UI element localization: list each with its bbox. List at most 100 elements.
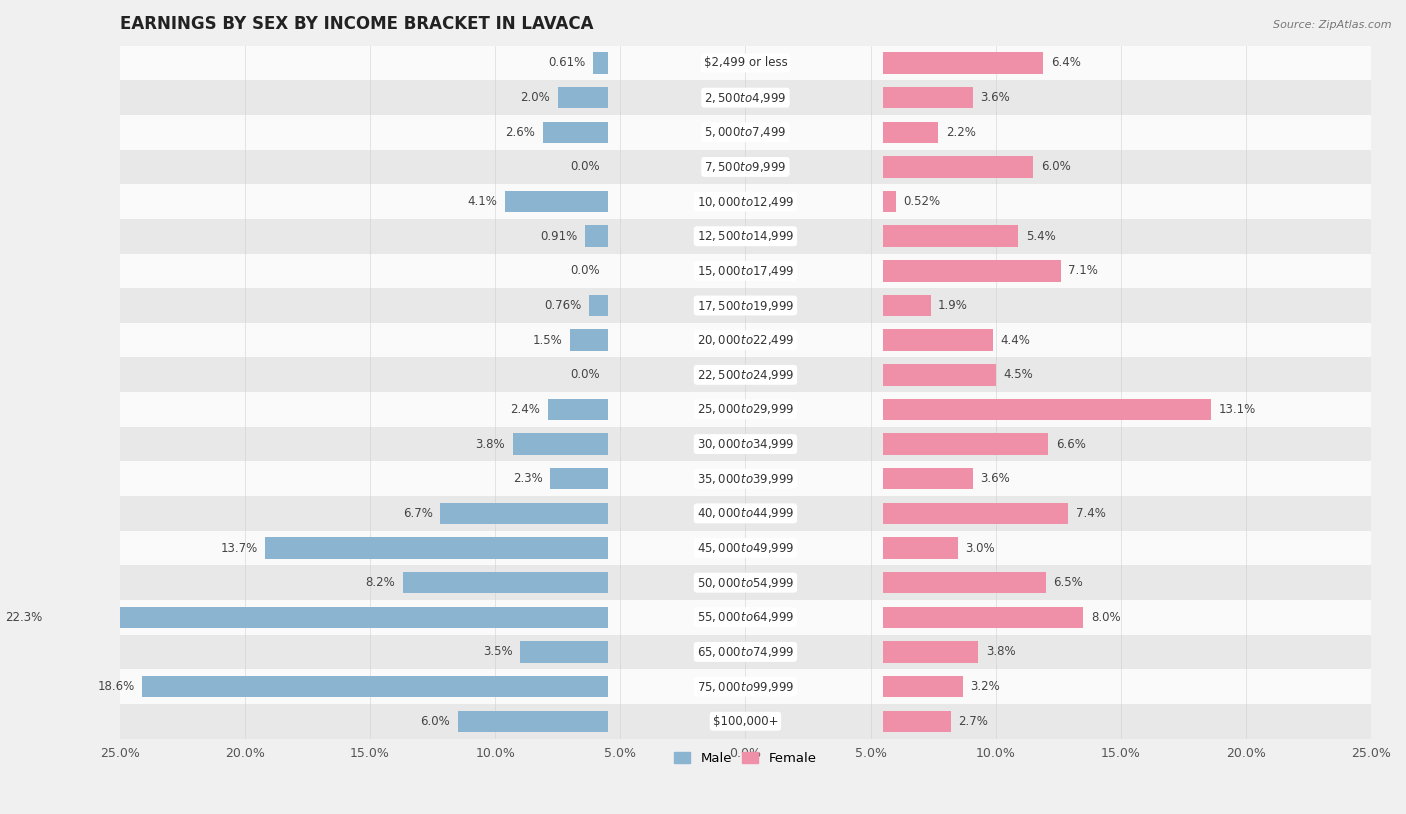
- Text: 7.1%: 7.1%: [1069, 265, 1098, 278]
- Text: 8.0%: 8.0%: [1091, 610, 1121, 624]
- Text: 3.5%: 3.5%: [484, 646, 513, 659]
- Text: 6.0%: 6.0%: [1040, 160, 1070, 173]
- Bar: [571, 330, 607, 351]
- Bar: [543, 121, 607, 143]
- Bar: [883, 260, 1060, 282]
- Text: $7,500 to $9,999: $7,500 to $9,999: [704, 160, 787, 174]
- Bar: [592, 52, 607, 74]
- Bar: [883, 156, 1033, 177]
- Text: 8.2%: 8.2%: [366, 576, 395, 589]
- Text: $75,000 to $99,999: $75,000 to $99,999: [697, 680, 794, 694]
- Bar: [883, 190, 896, 212]
- Bar: [120, 323, 1371, 357]
- Text: 2.0%: 2.0%: [520, 91, 550, 104]
- Text: 0.76%: 0.76%: [544, 299, 581, 312]
- Text: 0.61%: 0.61%: [548, 56, 585, 69]
- Bar: [883, 399, 1211, 420]
- Bar: [120, 427, 1371, 462]
- Text: 13.7%: 13.7%: [221, 541, 257, 554]
- Text: 2.4%: 2.4%: [510, 403, 540, 416]
- Bar: [264, 537, 607, 558]
- Bar: [558, 87, 607, 108]
- Bar: [883, 711, 950, 732]
- Bar: [883, 121, 938, 143]
- Text: $15,000 to $17,499: $15,000 to $17,499: [697, 264, 794, 278]
- Text: 22.3%: 22.3%: [6, 610, 42, 624]
- Text: 3.8%: 3.8%: [475, 438, 505, 451]
- Bar: [142, 676, 607, 698]
- Bar: [883, 537, 957, 558]
- Text: 2.6%: 2.6%: [505, 126, 536, 138]
- Bar: [505, 190, 607, 212]
- Bar: [49, 606, 607, 628]
- Bar: [120, 81, 1371, 115]
- Bar: [883, 364, 995, 386]
- Bar: [883, 225, 1018, 247]
- Text: $55,000 to $64,999: $55,000 to $64,999: [697, 610, 794, 624]
- Text: $2,500 to $4,999: $2,500 to $4,999: [704, 90, 787, 105]
- Text: 5.4%: 5.4%: [1026, 230, 1056, 243]
- Bar: [120, 46, 1371, 81]
- Text: 1.9%: 1.9%: [938, 299, 967, 312]
- Bar: [589, 295, 607, 317]
- Text: 13.1%: 13.1%: [1219, 403, 1256, 416]
- Bar: [120, 115, 1371, 150]
- Text: $35,000 to $39,999: $35,000 to $39,999: [697, 472, 794, 486]
- Bar: [457, 711, 607, 732]
- Bar: [120, 531, 1371, 566]
- Text: $17,500 to $19,999: $17,500 to $19,999: [697, 299, 794, 313]
- Text: 0.0%: 0.0%: [571, 265, 600, 278]
- Text: $30,000 to $34,999: $30,000 to $34,999: [697, 437, 794, 451]
- Bar: [120, 150, 1371, 184]
- Text: 3.0%: 3.0%: [966, 541, 995, 554]
- Bar: [440, 502, 607, 524]
- Bar: [585, 225, 607, 247]
- Bar: [120, 253, 1371, 288]
- Text: 4.4%: 4.4%: [1001, 334, 1031, 347]
- Text: 4.5%: 4.5%: [1004, 368, 1033, 381]
- Bar: [550, 468, 607, 489]
- Text: 0.0%: 0.0%: [571, 368, 600, 381]
- Text: 6.6%: 6.6%: [1056, 438, 1085, 451]
- Bar: [120, 669, 1371, 704]
- Bar: [883, 433, 1049, 455]
- Bar: [120, 566, 1371, 600]
- Text: $5,000 to $7,499: $5,000 to $7,499: [704, 125, 787, 139]
- Bar: [883, 606, 1083, 628]
- Text: 6.5%: 6.5%: [1053, 576, 1083, 589]
- Text: 2.7%: 2.7%: [957, 715, 988, 728]
- Bar: [120, 357, 1371, 392]
- Text: 2.3%: 2.3%: [513, 472, 543, 485]
- Text: $12,500 to $14,999: $12,500 to $14,999: [697, 230, 794, 243]
- Text: $40,000 to $44,999: $40,000 to $44,999: [697, 506, 794, 520]
- Bar: [120, 635, 1371, 669]
- Bar: [883, 468, 973, 489]
- Text: $20,000 to $22,499: $20,000 to $22,499: [697, 333, 794, 347]
- Bar: [883, 641, 979, 663]
- Text: 18.6%: 18.6%: [97, 680, 135, 693]
- Text: $25,000 to $29,999: $25,000 to $29,999: [697, 402, 794, 417]
- Bar: [883, 502, 1069, 524]
- Text: 4.1%: 4.1%: [468, 195, 498, 208]
- Text: $50,000 to $54,999: $50,000 to $54,999: [697, 575, 794, 589]
- Text: 6.0%: 6.0%: [420, 715, 450, 728]
- Bar: [120, 600, 1371, 635]
- Bar: [883, 572, 1046, 593]
- Text: 3.2%: 3.2%: [970, 680, 1001, 693]
- Text: 7.4%: 7.4%: [1076, 507, 1105, 520]
- Bar: [883, 52, 1043, 74]
- Text: 6.7%: 6.7%: [402, 507, 433, 520]
- Text: 0.52%: 0.52%: [904, 195, 941, 208]
- Legend: Male, Female: Male, Female: [669, 746, 823, 770]
- Bar: [120, 704, 1371, 738]
- Text: EARNINGS BY SEX BY INCOME BRACKET IN LAVACA: EARNINGS BY SEX BY INCOME BRACKET IN LAV…: [120, 15, 593, 33]
- Bar: [883, 295, 931, 317]
- Text: 3.6%: 3.6%: [980, 472, 1011, 485]
- Text: $45,000 to $49,999: $45,000 to $49,999: [697, 541, 794, 555]
- Text: 2.2%: 2.2%: [946, 126, 976, 138]
- Bar: [883, 330, 993, 351]
- Text: 6.4%: 6.4%: [1050, 56, 1081, 69]
- Text: 3.6%: 3.6%: [980, 91, 1011, 104]
- Text: Source: ZipAtlas.com: Source: ZipAtlas.com: [1274, 20, 1392, 30]
- Text: 3.8%: 3.8%: [986, 646, 1015, 659]
